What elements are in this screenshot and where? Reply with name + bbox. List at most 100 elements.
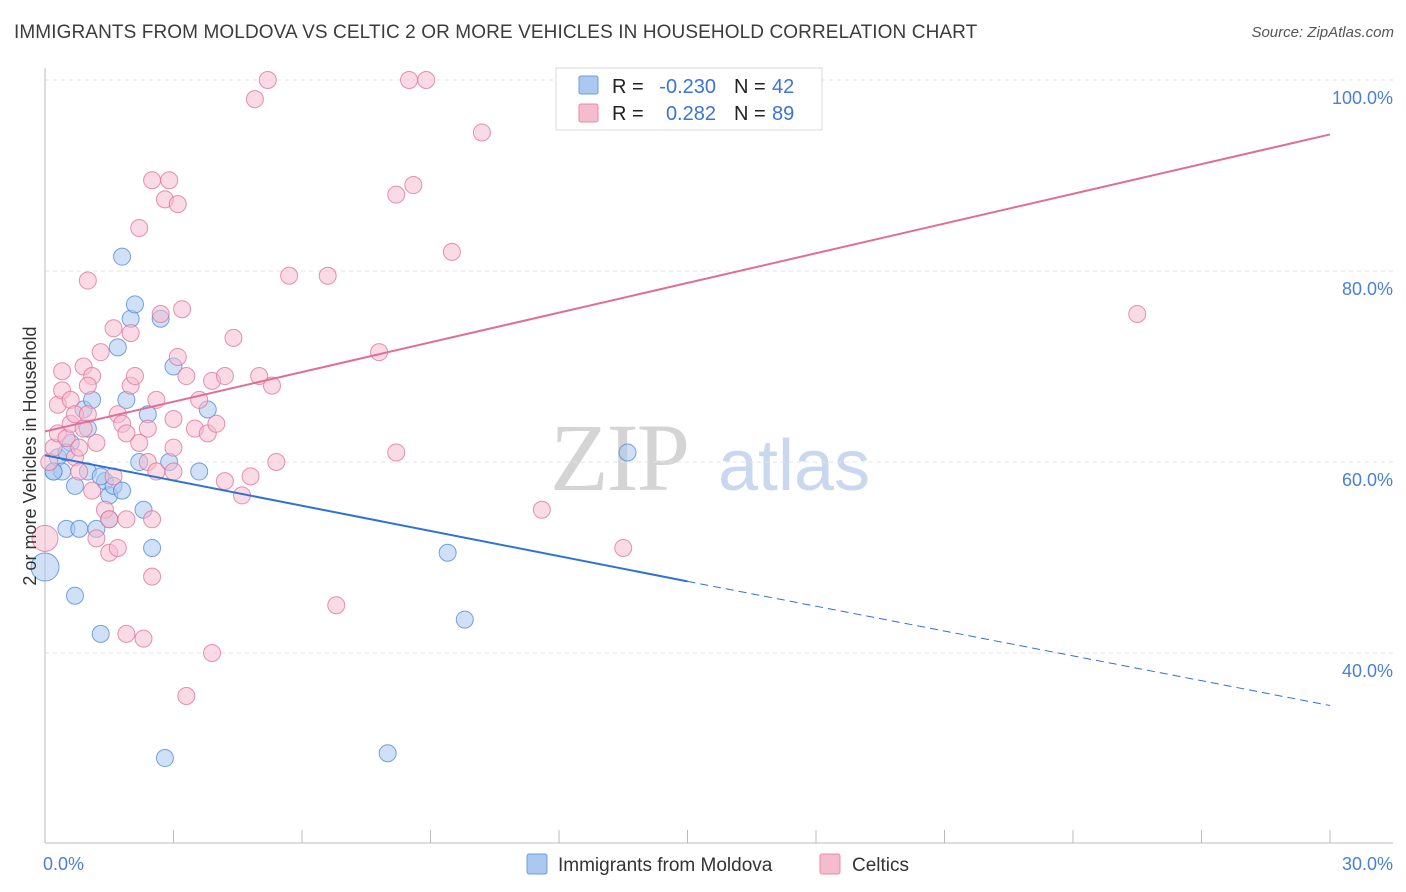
celtics-point bbox=[532, 500, 551, 519]
celtics-point bbox=[83, 481, 102, 500]
celtics-point bbox=[215, 367, 234, 386]
series-celtics-points bbox=[31, 71, 1147, 705]
celtics-point bbox=[327, 596, 346, 615]
stats-n-label-moldova: N = bbox=[734, 76, 766, 98]
stats-swatch-celtics bbox=[578, 103, 599, 123]
moldova-point bbox=[30, 552, 60, 582]
tick-labels: 40.0% 60.0% 80.0% 100.0% 0.0% 30.0% bbox=[43, 88, 1393, 874]
celtics-point bbox=[134, 629, 153, 648]
celtics-point bbox=[404, 176, 423, 195]
celtics-point bbox=[280, 266, 299, 285]
celtics-point bbox=[31, 524, 59, 552]
celtics-point bbox=[168, 347, 187, 366]
celtics-point bbox=[125, 367, 144, 386]
trend-line-moldova bbox=[44, 454, 688, 583]
celtics-point bbox=[78, 271, 97, 290]
celtics-point bbox=[117, 424, 136, 443]
watermark: ZIP atlas bbox=[550, 404, 870, 511]
celtics-point bbox=[138, 419, 157, 438]
celtics-point bbox=[387, 443, 406, 462]
celtics-point bbox=[143, 567, 162, 586]
celtics-point bbox=[387, 185, 406, 204]
celtics-point bbox=[91, 343, 110, 362]
celtics-point bbox=[263, 376, 282, 395]
celtics-point bbox=[143, 510, 162, 529]
celtics-point bbox=[417, 71, 436, 89]
celtics-point bbox=[100, 510, 119, 529]
legend: Immigrants from Moldova Celtics bbox=[526, 853, 909, 876]
stats-box: R = -0.230 N = 42 R = 0.282 N = 89 bbox=[555, 67, 823, 131]
chart-title: IMMIGRANTS FROM MOLDOVA VS CELTIC 2 OR M… bbox=[14, 22, 978, 43]
celtics-point bbox=[104, 319, 123, 338]
moldova-point bbox=[113, 247, 132, 266]
celtics-point bbox=[245, 90, 264, 109]
watermark-atlas: atlas bbox=[718, 426, 870, 506]
celtics-point bbox=[160, 171, 179, 190]
celtics-point bbox=[78, 376, 97, 395]
celtics-point bbox=[87, 529, 106, 548]
moldova-point bbox=[125, 295, 144, 314]
celtics-point bbox=[151, 304, 170, 323]
celtics-point bbox=[130, 219, 149, 238]
trend-line-moldova-extension bbox=[687, 580, 1331, 707]
celtics-point bbox=[70, 462, 89, 481]
celtics-point bbox=[177, 367, 196, 386]
moldova-point bbox=[155, 749, 174, 768]
moldova-point bbox=[618, 443, 637, 462]
celtics-point bbox=[53, 362, 72, 381]
stats-r-value-celtics: 0.282 bbox=[666, 103, 716, 125]
celtics-point bbox=[1128, 304, 1147, 323]
y-axis-title: 2 or more Vehicles in Household bbox=[20, 326, 40, 585]
trend-line-celtics bbox=[44, 133, 1331, 433]
celtics-point bbox=[203, 644, 222, 662]
celtics-point bbox=[614, 538, 633, 557]
celtics-point bbox=[164, 438, 183, 457]
celtics-point bbox=[130, 433, 149, 452]
celtics-point bbox=[164, 462, 183, 481]
moldova-point bbox=[455, 610, 474, 629]
y-tick-label: 100.0% bbox=[1332, 88, 1393, 108]
legend-label-moldova: Immigrants from Moldova bbox=[558, 855, 773, 876]
source-credit: Source: ZipAtlas.com bbox=[1251, 24, 1394, 41]
legend-swatch-moldova bbox=[526, 853, 548, 875]
celtics-point bbox=[258, 71, 277, 89]
celtics-point bbox=[164, 410, 183, 429]
moldova-point bbox=[113, 481, 132, 500]
x-tick-label: 30.0% bbox=[1342, 854, 1393, 874]
celtics-point bbox=[143, 171, 162, 190]
stats-r-label-celtics: R = bbox=[612, 103, 644, 125]
stats-swatch-moldova bbox=[578, 75, 599, 95]
celtics-point bbox=[472, 123, 491, 142]
moldova-point bbox=[65, 586, 84, 605]
y-tick-label: 40.0% bbox=[1342, 661, 1393, 681]
celtics-point bbox=[442, 242, 461, 261]
celtics-point bbox=[117, 624, 136, 643]
moldova-point bbox=[190, 462, 209, 481]
moldova-point bbox=[108, 338, 127, 357]
x-tick-label: 0.0% bbox=[43, 854, 84, 874]
celtics-point bbox=[70, 438, 89, 457]
celtics-point bbox=[121, 324, 140, 343]
celtics-point bbox=[117, 510, 136, 529]
moldova-point bbox=[378, 744, 397, 763]
stats-n-label-celtics: N = bbox=[734, 103, 766, 125]
moldova-point bbox=[91, 624, 110, 643]
stats-r-label-moldova: R = bbox=[612, 76, 644, 98]
y-tick-label: 80.0% bbox=[1342, 279, 1393, 299]
celtics-point bbox=[241, 467, 260, 486]
celtics-point bbox=[207, 414, 226, 433]
moldova-point bbox=[143, 538, 162, 557]
celtics-point bbox=[108, 538, 127, 557]
celtics-point bbox=[318, 266, 337, 285]
celtics-point bbox=[400, 71, 419, 89]
stats-n-value-moldova: 42 bbox=[772, 76, 794, 98]
celtics-point bbox=[215, 472, 234, 491]
celtics-point bbox=[173, 300, 192, 319]
trend-lines bbox=[44, 133, 1331, 707]
stats-n-value-celtics: 89 bbox=[772, 103, 794, 125]
celtics-point bbox=[87, 433, 106, 452]
y-tick-label: 60.0% bbox=[1342, 470, 1393, 490]
celtics-point bbox=[224, 328, 243, 347]
stats-r-value-moldova: -0.230 bbox=[659, 76, 716, 98]
